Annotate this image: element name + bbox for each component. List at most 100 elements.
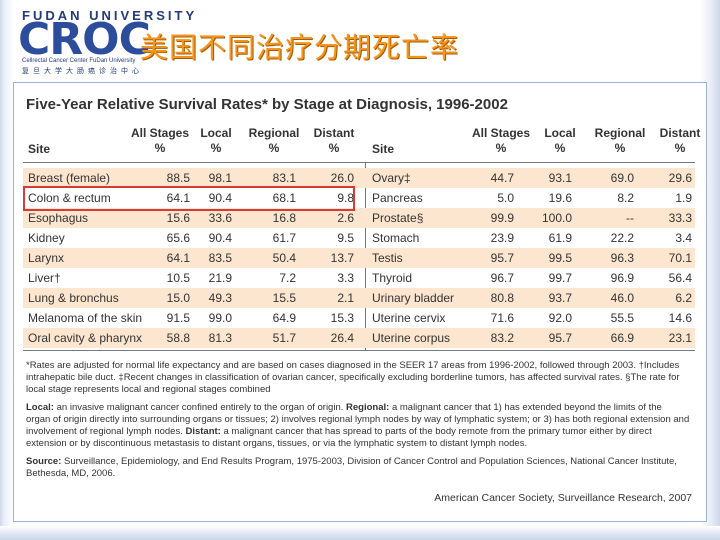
table-cell-all-stages: 23.9	[490, 231, 514, 245]
row-band	[23, 208, 695, 228]
definition-line: Local: an invasive malignant cancer conf…	[26, 402, 662, 413]
table-cell-all-stages: 80.8	[490, 291, 514, 305]
table-cell-site: Urinary bladder	[372, 291, 455, 305]
table-cell-site: Liver†	[28, 271, 61, 285]
credit: American Cancer Society, Surveillance Re…	[434, 492, 692, 504]
table-cell-local: 33.6	[208, 211, 232, 225]
table-cell-site: Lung & bronchus	[28, 291, 119, 305]
table-cell-site: Uterine corpus	[372, 331, 451, 345]
table-cell-all-stages: 15.0	[166, 291, 190, 305]
logo-text: CROC	[18, 14, 151, 65]
table-cell-all-stages: 15.6	[166, 211, 190, 225]
row-band	[23, 168, 695, 188]
table-cell-regional: 61.7	[272, 231, 296, 245]
table-cell-all-stages: 88.5	[166, 171, 190, 185]
row-band	[23, 248, 695, 268]
table-cell-site: Kidney	[28, 231, 65, 245]
table-cell-local: 61.9	[548, 231, 572, 245]
slide-title: 美国不同治疗分期死亡率	[140, 31, 460, 64]
table-cell-site: Colon & rectum	[28, 191, 111, 205]
table-cell-distant: 14.6	[668, 311, 692, 325]
footnote-line: *Rates are adjusted for normal life expe…	[26, 360, 680, 371]
table-cell-all-stages: 71.6	[490, 311, 514, 325]
table-cell-local: 92.0	[548, 311, 572, 325]
header-all-stages-left: All Stages%	[130, 126, 190, 155]
table-cell-all-stages: 96.7	[490, 271, 514, 285]
table-cell-site: Oral cavity & pharynx	[28, 331, 143, 345]
definition-line: organ of origin directly into surroundin…	[26, 414, 690, 425]
definition-line: extension or by discontinuous metastasis…	[26, 438, 528, 449]
table-cell-local: 90.4	[208, 231, 232, 245]
table-cell-site: Esophagus	[28, 211, 89, 225]
table-cell-regional: 7.2	[279, 271, 296, 285]
header-all-stages-right: All Stages%	[471, 126, 531, 155]
table-cell-regional: 15.5	[272, 291, 296, 305]
table-cell-regional: 46.0	[610, 291, 634, 305]
table-cell-local: 21.9	[208, 271, 232, 285]
footnote-line: local stage represents local and regiona…	[26, 384, 271, 395]
table-cell-all-stages: 5.0	[497, 191, 514, 205]
table-cell-regional: 68.1	[272, 191, 296, 205]
center-name-cn: 复旦大学大肠癌诊治中心	[22, 68, 143, 75]
table-cell-distant: 3.3	[337, 271, 354, 285]
table-cell-distant: 29.6	[668, 171, 692, 185]
footnote-line: intrahepatic bile duct. ‡Recent changes …	[26, 372, 680, 383]
table-cell-distant: 13.7	[330, 251, 354, 265]
table-cell-all-stages: 44.7	[490, 171, 514, 185]
table-cell-distant: 23.1	[668, 331, 692, 345]
table-cell-distant: 26.0	[330, 171, 354, 185]
table-cell-regional: 55.5	[610, 311, 634, 325]
table-cell-local: 93.1	[548, 171, 572, 185]
table-cell-regional: 96.9	[610, 271, 634, 285]
table-cell-all-stages: 83.2	[490, 331, 514, 345]
table-cell-all-stages: 65.6	[166, 231, 190, 245]
table-cell-regional: 64.9	[272, 311, 296, 325]
table-cell-regional: 66.9	[610, 331, 634, 345]
table-cell-site: Melanoma of the skin	[28, 311, 143, 325]
header-local-right: Local%	[544, 126, 576, 155]
table-cell-distant: 15.3	[330, 311, 354, 325]
table-cell-distant: 2.1	[337, 291, 354, 305]
table-cell-regional: 69.0	[610, 171, 634, 185]
table-cell-all-stages: 95.7	[490, 251, 514, 265]
table-cell-regional: 51.7	[272, 331, 296, 345]
table-cell-all-stages: 99.9	[490, 211, 514, 225]
table-cell-distant: 33.3	[668, 211, 692, 225]
highlight-box	[23, 186, 355, 211]
table-cell-local: 98.1	[208, 171, 232, 185]
row-band	[23, 288, 695, 308]
table-cell-site: Stomach	[372, 231, 420, 245]
header-distant-right: Distant%	[659, 126, 701, 155]
table-cell-local: 83.5	[208, 251, 232, 265]
table-cell-regional: --	[626, 211, 634, 225]
table-cell-regional: 22.2	[610, 231, 634, 245]
table-cell-regional: 83.1	[272, 171, 296, 185]
header-site-left: Site	[28, 142, 51, 156]
table-cell-all-stages: 64.1	[166, 191, 190, 205]
table-cell-local: 81.3	[208, 331, 232, 345]
table-cell-site: Thyroid	[372, 271, 413, 285]
table-cell-local: 49.3	[208, 291, 232, 305]
table-cell-regional: 16.8	[272, 211, 296, 225]
header-regional-right: Regional%	[594, 126, 646, 155]
table-cell-distant: 70.1	[668, 251, 692, 265]
row-band	[23, 328, 695, 348]
source-line: Source: Surveillance, Epidemiology, and …	[26, 456, 677, 467]
table-cell-regional: 8.2	[617, 191, 634, 205]
table-cell-site: Uterine cervix	[372, 311, 446, 325]
table-cell-distant: 26.4	[330, 331, 354, 345]
table-cell-distant: 1.9	[675, 191, 692, 205]
table-cell-distant: 6.2	[675, 291, 692, 305]
table-cell-local: 100.0	[541, 211, 572, 225]
table-cell-local: 19.6	[548, 191, 572, 205]
definition-line: involvement of regional lymph nodes. Dis…	[26, 426, 652, 437]
bottom-bar	[0, 526, 720, 540]
table-cell-regional: 96.3	[610, 251, 634, 265]
table-cell-regional: 50.4	[272, 251, 296, 265]
table-cell-all-stages: 10.5	[166, 271, 190, 285]
figure-title: Five-Year Relative Survival Rates* by St…	[26, 96, 508, 113]
table-cell-local: 93.7	[548, 291, 572, 305]
university-name: FUDAN UNIVERSITY	[22, 8, 198, 23]
center-name: Cellrectal Cancer Center FuDan Universit…	[22, 58, 136, 64]
table-cell-distant: 9.8	[337, 191, 354, 205]
